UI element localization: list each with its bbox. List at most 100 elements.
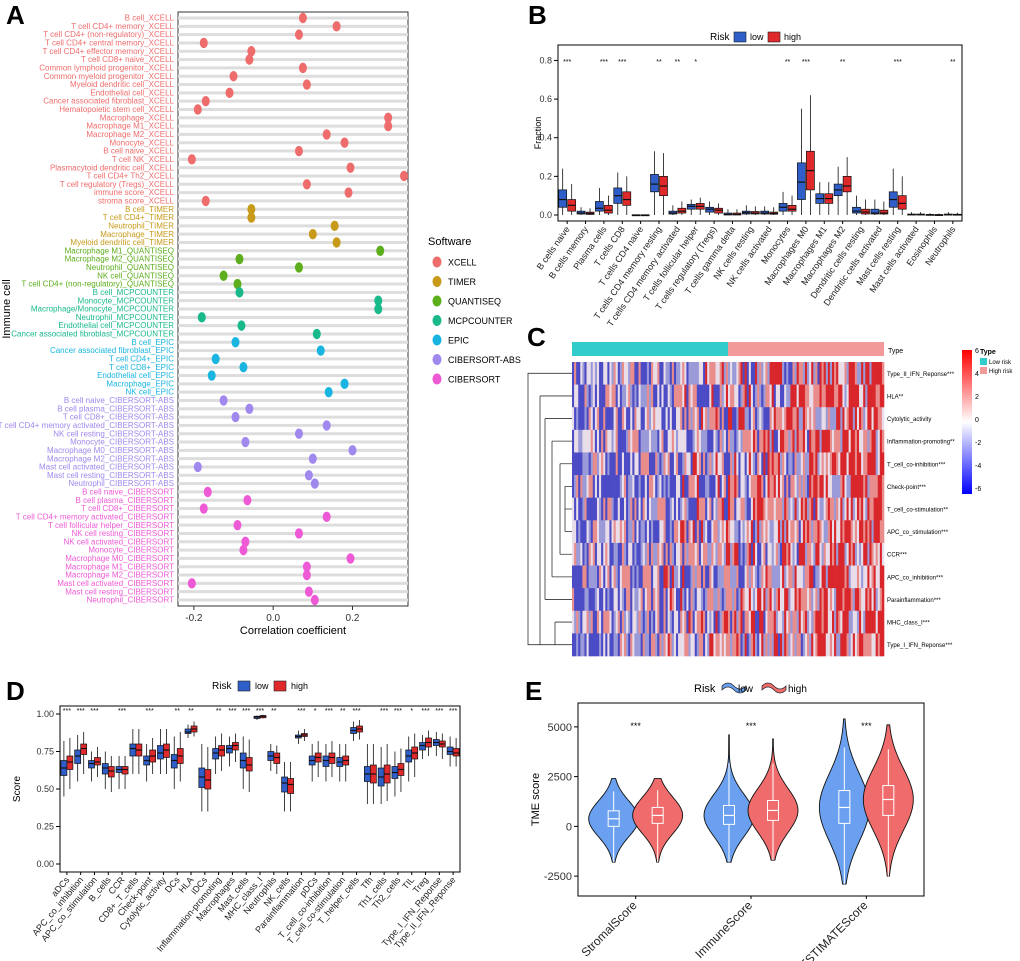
heatmap-cell: [804, 542, 808, 566]
heatmap-cell: [686, 520, 689, 544]
data-point: [324, 386, 333, 398]
heatmap-cell: [636, 542, 639, 566]
heatmap-cell: [780, 565, 783, 589]
heatmap-cell: [651, 497, 654, 521]
heatmap-cell: [653, 565, 656, 589]
heatmap-cell: [607, 407, 610, 431]
heatmap-cell: [605, 588, 608, 612]
heatmap-cell: [678, 407, 681, 431]
heatmap-cell: [728, 475, 731, 498]
heatmap-cell: [715, 542, 718, 566]
heatmap-cell: [644, 633, 648, 657]
heatmap-cell: [877, 610, 881, 634]
heatmap-cell: [592, 520, 596, 544]
heatmap-cell: [661, 407, 664, 431]
heatmap-cell: [815, 475, 818, 498]
heatmap-cell: [659, 633, 662, 657]
heatmap-cell: [800, 565, 804, 589]
y-tick-label: B cell naive_CIBERSORT-ABS: [64, 396, 174, 405]
heatmap-cell: [759, 407, 762, 431]
heatmap-cell: [676, 452, 679, 476]
heatmap-cell: [719, 429, 723, 453]
heatmap-cell: [667, 588, 671, 612]
heatmap-cell: [680, 384, 683, 408]
heatmap-cell: [813, 565, 816, 589]
heatmap-cell: [752, 452, 756, 476]
heatmap-cell: [663, 429, 666, 453]
data-point: [187, 154, 196, 165]
type-legend-label: Low risk: [989, 360, 1012, 366]
heatmap-cell: [811, 384, 814, 408]
heatmap-cell: [678, 384, 681, 408]
heatmap-cell: [802, 565, 806, 589]
heatmap-cell: [734, 362, 737, 385]
heatmap-cell: [832, 588, 835, 612]
heatmap-cell: [698, 588, 702, 612]
heatmap-cell: [863, 384, 866, 408]
heatmap-cell: [607, 633, 610, 657]
heatmap-cell: [586, 497, 589, 521]
heatmap-cell: [640, 542, 644, 566]
data-point: [247, 212, 256, 223]
heatmap-cell: [773, 565, 777, 589]
heatmap-cell: [765, 588, 768, 612]
heatmap-cell: [582, 384, 585, 408]
heatmap-cell: [838, 565, 841, 589]
heatmap-cell: [881, 588, 885, 612]
heatmap-cell: [738, 520, 741, 544]
heatmap-cell: [819, 588, 822, 612]
heatmap-cell: [576, 452, 579, 476]
heatmap-cell: [584, 520, 587, 544]
heatmap-cell: [854, 362, 858, 385]
heatmap-cell: [717, 520, 720, 544]
heatmap-cell: [871, 588, 874, 612]
heatmap-cell: [717, 407, 720, 431]
heatmap-cell: [603, 588, 606, 612]
heatmap-cell: [750, 429, 754, 453]
heatmap-cell: [707, 429, 710, 453]
heatmap-cell: [836, 384, 839, 408]
heatmap-cell: [711, 565, 714, 589]
heatmap-cell: [784, 452, 787, 476]
heatmap-cell: [572, 588, 575, 612]
heatmap-cell: [601, 475, 604, 498]
heatmap-cell: [844, 362, 847, 385]
heatmap-cell: [717, 610, 720, 634]
heatmap-cell: [775, 429, 779, 453]
heatmap-cell: [832, 429, 835, 453]
y-axis-title: Immune cell: [1, 279, 13, 338]
heatmap-cell: [603, 384, 606, 408]
heatmap-cell: [651, 407, 654, 431]
heatmap-cell: [717, 429, 720, 453]
heatmap-cell: [700, 497, 704, 521]
heatmap-cell: [596, 407, 600, 431]
heatmap-cell: [707, 362, 710, 385]
heatmap-cell: [815, 407, 818, 431]
heatmap-cell: [671, 475, 675, 498]
heatmap-cell: [798, 452, 802, 476]
heatmap-cell: [696, 520, 700, 544]
heatmap-cell: [800, 384, 804, 408]
heatmap-cell: [613, 497, 616, 521]
heatmap-cell: [684, 633, 687, 657]
heatmap-cell: [746, 407, 750, 431]
heatmap-cell: [802, 475, 806, 498]
heatmap-cell: [617, 497, 621, 521]
heatmap-cell: [804, 429, 808, 453]
heatmap-cell: [676, 610, 679, 634]
box: [163, 743, 170, 758]
heatmap-cell: [721, 452, 725, 476]
heatmap-cell: [769, 452, 772, 476]
heatmap-cell: [707, 452, 710, 476]
heatmap-cell: [788, 610, 791, 634]
heatmap-cell: [840, 588, 843, 612]
y-tick-label: T cell follicular helper_CIBERSORT: [48, 521, 174, 530]
heatmap-cell: [711, 633, 714, 657]
heatmap-cell: [825, 520, 829, 544]
y-tick-label: Macrophage M2_CIBERSORT-ABS: [47, 454, 174, 463]
heatmap-cell: [651, 588, 654, 612]
legend-swatch-low: [237, 680, 251, 692]
heatmap-cell: [761, 588, 764, 612]
heatmap-cell: [621, 475, 625, 498]
heatmap-cell: [717, 362, 720, 385]
